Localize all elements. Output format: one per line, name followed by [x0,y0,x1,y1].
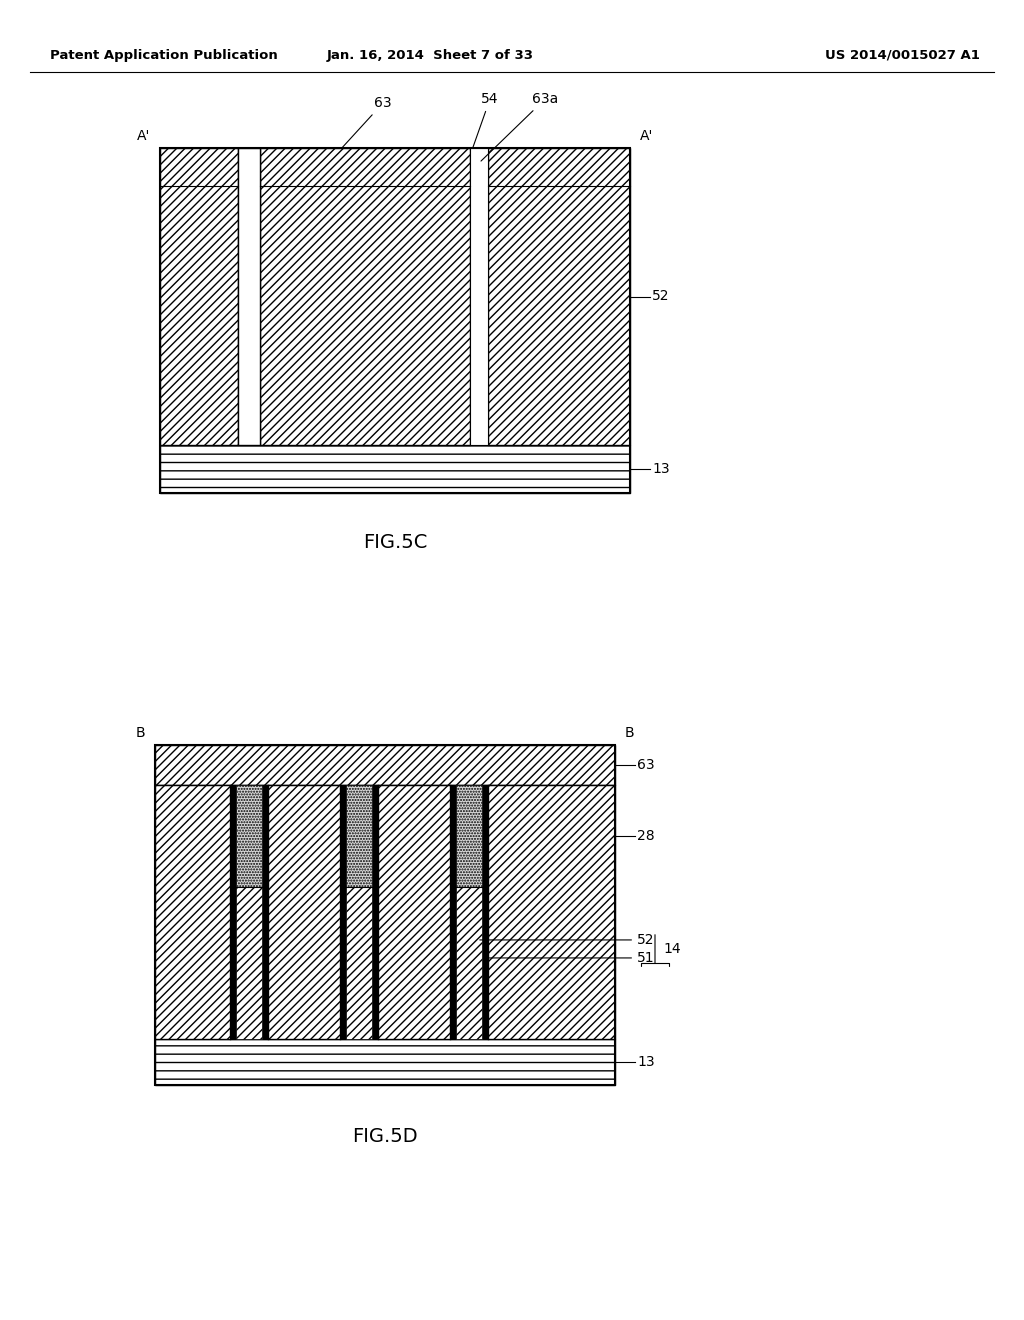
Bar [346,887,372,1039]
Bar [340,785,346,1039]
Bar [260,148,470,445]
Text: B: B [625,726,635,741]
Bar [236,887,262,1039]
Bar [340,785,378,1039]
Bar [488,148,630,445]
Bar [238,148,260,445]
Text: 63: 63 [342,96,392,148]
Text: 52: 52 [480,933,654,946]
Text: 63: 63 [637,758,654,772]
Bar [230,785,236,1039]
Bar [482,785,488,1039]
Bar [155,744,615,785]
Text: 28: 28 [637,829,654,842]
Text: 63a: 63a [481,92,558,161]
Bar [470,148,488,445]
Bar [160,445,630,492]
Bar [160,148,630,492]
Bar [456,887,482,1039]
Text: 13: 13 [637,1055,654,1069]
Bar [155,1039,615,1085]
Text: 52: 52 [652,289,670,304]
Text: 51: 51 [486,950,654,965]
Text: 14: 14 [663,942,681,956]
Bar [456,785,482,887]
Text: A': A' [136,129,150,143]
Bar [450,785,456,1039]
Bar [346,785,372,887]
Text: US 2014/0015027 A1: US 2014/0015027 A1 [825,49,980,62]
Text: Patent Application Publication: Patent Application Publication [50,49,278,62]
Bar [160,148,238,445]
Bar [372,785,378,1039]
Text: FIG.5D: FIG.5D [352,1127,418,1146]
Text: A': A' [640,129,653,143]
Text: 54: 54 [473,92,499,148]
Text: 13: 13 [652,462,670,477]
Bar [155,744,615,1085]
Text: Jan. 16, 2014  Sheet 7 of 33: Jan. 16, 2014 Sheet 7 of 33 [327,49,534,62]
Bar [262,785,268,1039]
Bar [155,785,615,1039]
Text: FIG.5C: FIG.5C [362,533,427,552]
Text: B: B [135,726,145,741]
Bar [450,785,488,1039]
Bar [230,785,268,1039]
Bar [236,785,262,887]
